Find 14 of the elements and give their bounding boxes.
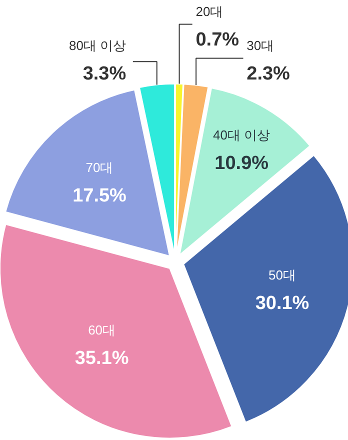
data-label: 0.7% bbox=[196, 29, 240, 50]
slice-label: 40대 이상 bbox=[213, 128, 270, 143]
data-label: 3.3% bbox=[82, 63, 126, 84]
slice-label: 60대 bbox=[88, 322, 116, 338]
slice-label: 20대 bbox=[196, 4, 224, 20]
slice-label: 80대 이상 bbox=[69, 38, 126, 54]
data-label: 2.3% bbox=[246, 63, 290, 84]
data-label: 17.5% bbox=[72, 185, 127, 206]
slice-label: 70대 bbox=[86, 160, 114, 176]
slice-label: 30대 bbox=[246, 38, 274, 54]
data-label: 30.1% bbox=[255, 292, 310, 314]
slice-label: 50대 bbox=[268, 268, 296, 283]
data-label: 10.9% bbox=[214, 152, 269, 174]
data-label: 35.1% bbox=[74, 348, 129, 369]
